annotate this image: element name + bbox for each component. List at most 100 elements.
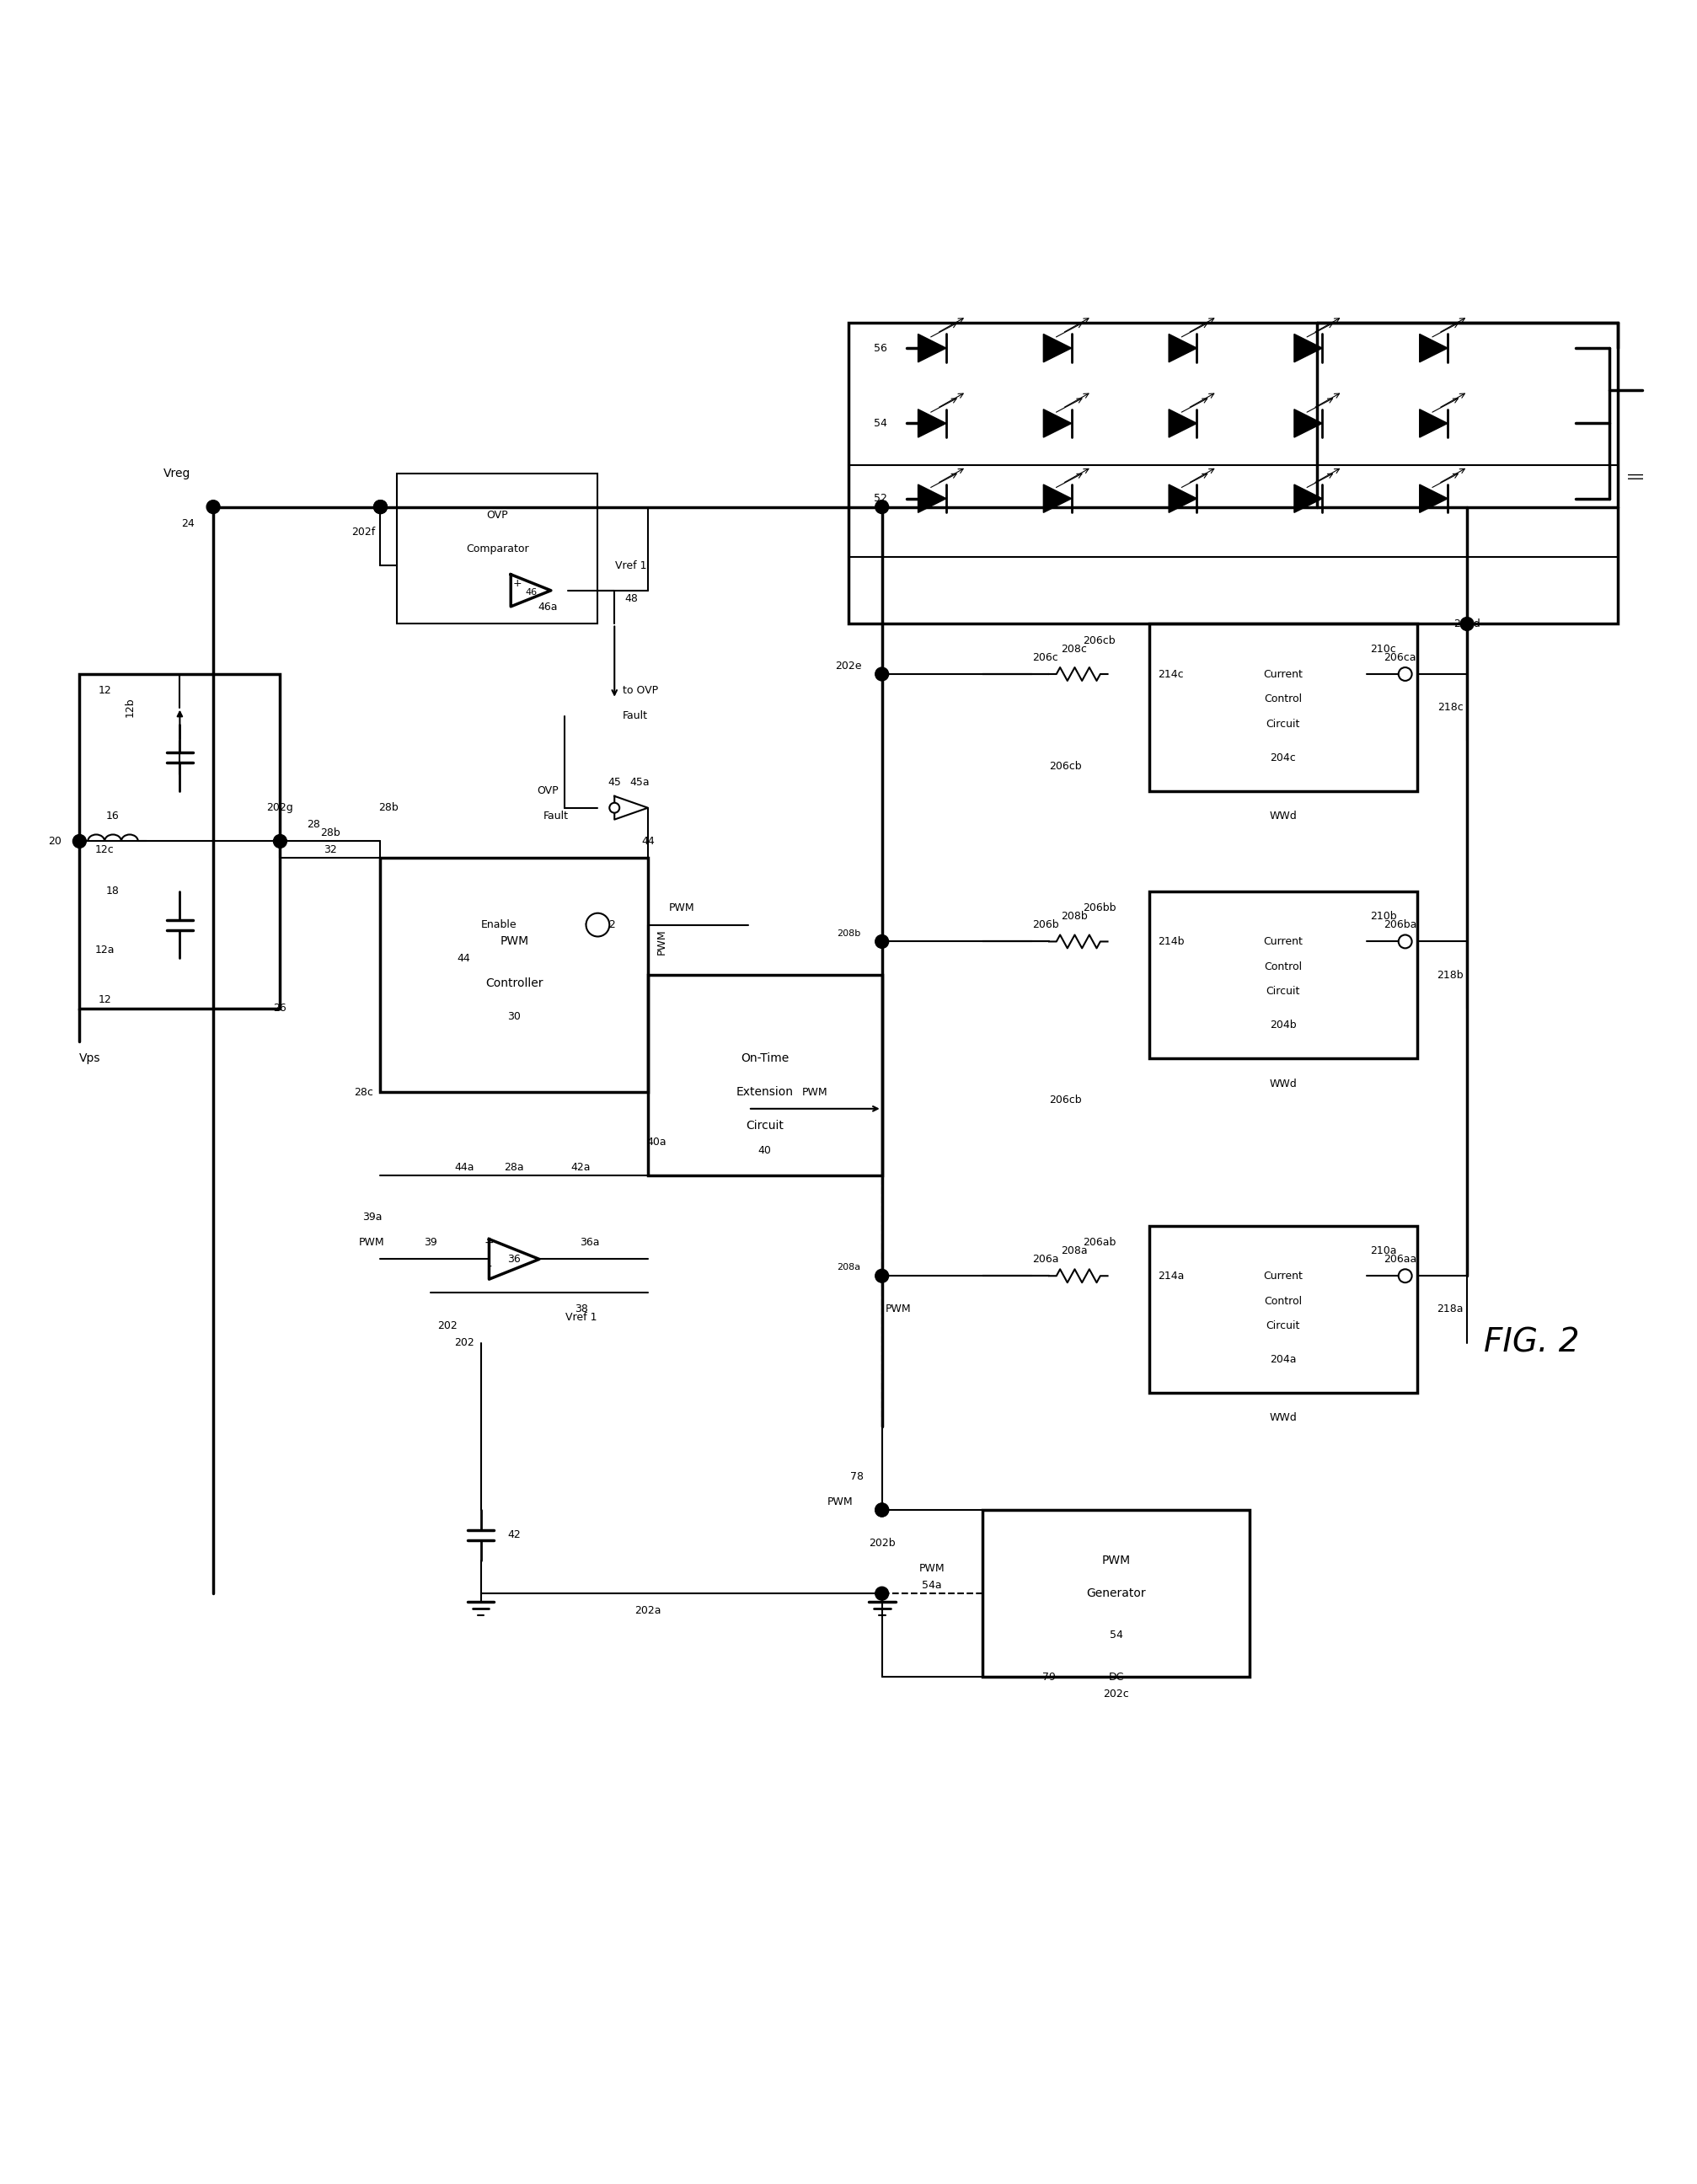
Text: 206b: 206b — [1032, 919, 1059, 930]
Text: 202d: 202d — [1454, 618, 1480, 629]
Bar — [80, 675, 280, 1009]
Text: 202g: 202g — [266, 802, 294, 812]
Text: PWM: PWM — [920, 1564, 945, 1575]
Polygon shape — [1420, 485, 1448, 513]
Circle shape — [585, 913, 609, 937]
Text: 208b: 208b — [837, 928, 860, 937]
Polygon shape — [1169, 408, 1196, 437]
Text: 206cb: 206cb — [1049, 760, 1083, 771]
Text: 39a: 39a — [361, 1212, 382, 1223]
Text: Circuit: Circuit — [1266, 1321, 1300, 1332]
Circle shape — [876, 1503, 889, 1516]
Bar — [648, 974, 882, 1175]
Circle shape — [609, 804, 619, 812]
Circle shape — [876, 1503, 889, 1516]
Text: 202: 202 — [455, 1337, 473, 1348]
Text: PWM: PWM — [360, 1236, 385, 1247]
Text: 16: 16 — [107, 810, 119, 821]
Text: 218a: 218a — [1437, 1304, 1463, 1315]
Text: 208a: 208a — [1061, 1245, 1088, 1256]
Text: PWM: PWM — [501, 935, 528, 948]
Text: Extension: Extension — [736, 1085, 794, 1099]
Text: 38: 38 — [574, 1304, 587, 1315]
Circle shape — [73, 834, 87, 847]
Text: PWM: PWM — [803, 1085, 828, 1099]
Text: 208a: 208a — [837, 1262, 860, 1271]
Text: Comparator: Comparator — [467, 544, 529, 555]
Text: 206cb: 206cb — [1049, 1094, 1083, 1105]
Text: 206c: 206c — [1032, 651, 1059, 662]
Bar — [983, 1509, 1249, 1677]
Text: 45: 45 — [608, 778, 621, 788]
Text: 32: 32 — [324, 845, 338, 856]
Text: 204a: 204a — [1269, 1354, 1297, 1365]
Bar — [1149, 891, 1417, 1059]
Text: WWd: WWd — [1269, 810, 1297, 821]
Circle shape — [1461, 618, 1473, 631]
Text: Vps: Vps — [80, 1053, 102, 1064]
Text: 202e: 202e — [835, 660, 862, 670]
Text: 52: 52 — [874, 494, 888, 505]
Circle shape — [273, 834, 287, 847]
Text: 30: 30 — [507, 1011, 521, 1022]
Text: Current: Current — [1263, 668, 1303, 679]
Text: 206ab: 206ab — [1083, 1236, 1117, 1247]
Text: to OVP: to OVP — [623, 686, 658, 697]
Polygon shape — [1295, 485, 1322, 513]
Text: Vref 1: Vref 1 — [616, 559, 647, 570]
Text: Control: Control — [1264, 961, 1302, 972]
Polygon shape — [1295, 334, 1322, 363]
Text: 36: 36 — [507, 1254, 521, 1265]
Text: +: + — [594, 913, 602, 922]
Text: 36a: 36a — [579, 1236, 599, 1247]
Text: 18: 18 — [107, 887, 119, 898]
Circle shape — [373, 500, 387, 513]
Text: 40: 40 — [759, 1144, 772, 1155]
Text: PWM: PWM — [1101, 1555, 1130, 1566]
Circle shape — [876, 668, 889, 681]
Text: 78: 78 — [850, 1472, 864, 1483]
Text: 202a: 202a — [635, 1605, 662, 1616]
Text: On-Time: On-Time — [742, 1053, 789, 1064]
Text: 208c: 208c — [1061, 644, 1088, 655]
Bar — [848, 323, 1617, 625]
Text: 28: 28 — [307, 819, 321, 830]
Text: -: - — [487, 1262, 490, 1273]
Text: WWd: WWd — [1269, 1413, 1297, 1424]
Text: 44: 44 — [641, 836, 655, 847]
Circle shape — [373, 500, 387, 513]
Text: DC: DC — [1108, 1671, 1123, 1682]
Text: 54: 54 — [1110, 1629, 1123, 1640]
Polygon shape — [1044, 408, 1071, 437]
Text: +: + — [484, 1236, 494, 1249]
Text: OVP: OVP — [487, 509, 507, 520]
Text: 42: 42 — [602, 919, 616, 930]
Text: 206bb: 206bb — [1083, 902, 1117, 913]
Text: Fault: Fault — [543, 810, 568, 821]
Text: 56: 56 — [874, 343, 888, 354]
Text: 202f: 202f — [351, 526, 375, 537]
Text: 202b: 202b — [869, 1538, 896, 1548]
Circle shape — [1398, 668, 1412, 681]
Text: 206ca: 206ca — [1383, 651, 1415, 662]
Text: PWM: PWM — [669, 902, 694, 913]
Text: +: + — [512, 579, 523, 590]
Text: Vreg: Vreg — [163, 467, 190, 478]
Text: Fault: Fault — [623, 710, 648, 721]
Text: 204b: 204b — [1269, 1020, 1297, 1031]
Polygon shape — [1295, 408, 1322, 437]
Text: Control: Control — [1264, 695, 1302, 705]
Text: OVP: OVP — [536, 786, 558, 797]
Text: 28c: 28c — [355, 1085, 373, 1099]
Text: Circuit: Circuit — [747, 1120, 784, 1131]
Text: Current: Current — [1263, 1271, 1303, 1282]
Text: 208b: 208b — [1061, 911, 1088, 922]
Text: Generator: Generator — [1086, 1588, 1145, 1599]
Text: 24: 24 — [182, 518, 195, 529]
Text: 214a: 214a — [1157, 1271, 1185, 1282]
Polygon shape — [1420, 408, 1448, 437]
Text: 202: 202 — [438, 1321, 456, 1332]
Text: 206ba: 206ba — [1383, 919, 1417, 930]
Text: 206cb: 206cb — [1083, 636, 1115, 646]
Text: 54: 54 — [874, 417, 888, 428]
